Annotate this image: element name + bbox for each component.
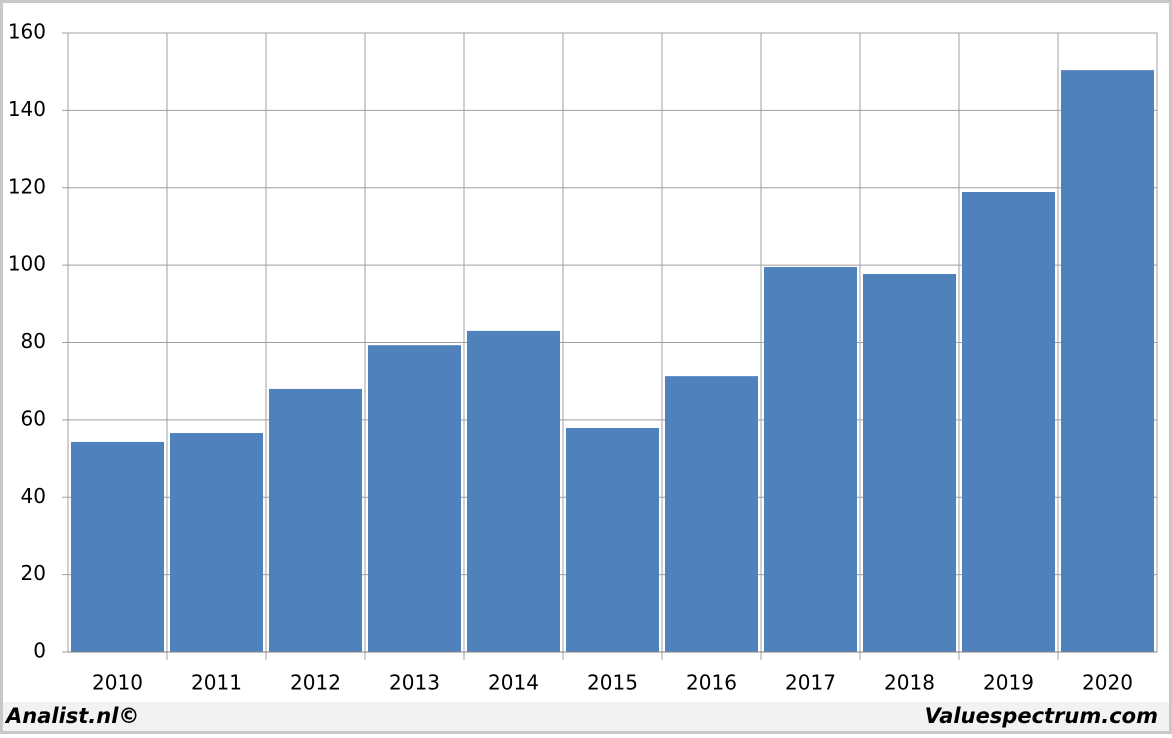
bar bbox=[169, 433, 264, 652]
bar bbox=[565, 427, 660, 652]
y-tick-label: 160 bbox=[8, 20, 46, 44]
bar bbox=[268, 388, 363, 652]
y-tick-label: 0 bbox=[33, 639, 46, 663]
x-tick-label: 2015 bbox=[587, 671, 638, 695]
bar bbox=[664, 376, 759, 652]
x-tick-label: 2011 bbox=[191, 671, 242, 695]
y-tick-label: 100 bbox=[8, 252, 46, 276]
x-tick-label: 2019 bbox=[983, 671, 1034, 695]
x-tick-label: 2020 bbox=[1082, 671, 1133, 695]
y-tick-label: 120 bbox=[8, 174, 46, 198]
y-tick-label: 20 bbox=[21, 561, 46, 585]
bar bbox=[862, 274, 957, 652]
bar bbox=[1060, 70, 1155, 652]
x-tick-label: 2013 bbox=[389, 671, 440, 695]
x-tick-label: 2017 bbox=[785, 671, 836, 695]
source-left: Analist.nl© bbox=[4, 704, 139, 728]
y-tick-label: 80 bbox=[21, 329, 46, 353]
bar bbox=[466, 330, 561, 652]
x-tick-label: 2014 bbox=[488, 671, 539, 695]
footer-strip bbox=[3, 702, 1169, 731]
source-right: Valuespectrum.com bbox=[925, 704, 1158, 728]
bar bbox=[763, 267, 858, 652]
x-tick-label: 2010 bbox=[92, 671, 143, 695]
y-tick-label: 40 bbox=[21, 484, 46, 508]
bar bbox=[961, 192, 1056, 653]
x-tick-label: 2018 bbox=[884, 671, 935, 695]
y-tick-label: 140 bbox=[8, 97, 46, 121]
bar bbox=[70, 441, 165, 652]
x-tick-label: 2016 bbox=[686, 671, 737, 695]
bar bbox=[367, 345, 462, 652]
x-tick-label: 2012 bbox=[290, 671, 341, 695]
y-tick-label: 60 bbox=[21, 406, 46, 430]
